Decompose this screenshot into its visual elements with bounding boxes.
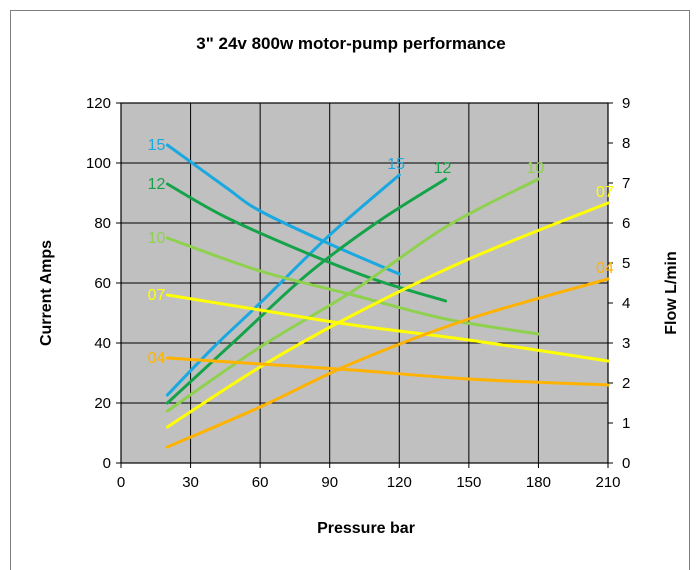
series-label-04-flow: 04	[596, 260, 614, 277]
y-axis-label: Current Amps	[38, 240, 55, 346]
series-label-12-flow: 12	[434, 160, 452, 177]
y-tick-label: 100	[86, 155, 111, 172]
y2-axis-label: Flow L/min	[663, 251, 680, 335]
x-tick-label: 180	[526, 474, 551, 491]
series-line-10-current	[165, 236, 540, 336]
series-line-04-flow	[165, 277, 610, 449]
series-label-04-current: 04	[148, 350, 166, 367]
y2-tick-label: 7	[622, 175, 630, 192]
x-tick-label: 210	[595, 474, 620, 491]
x-tick-label: 30	[182, 474, 199, 491]
chart-svg: 3" 24v 800w motor-pump performance 0 30 60…	[38, 34, 680, 537]
series-label-15-flow: 15	[387, 156, 405, 173]
y2-tick-label: 8	[622, 135, 630, 152]
series-label-10-flow: 10	[526, 160, 544, 177]
y2-tick-label: 9	[622, 95, 630, 112]
x-tick-label: 120	[387, 474, 412, 491]
series-line-10-flow	[165, 177, 540, 413]
series-label-07-current: 07	[148, 287, 166, 304]
chart-title: 3" 24v 800w motor-pump performance	[196, 34, 505, 53]
y2-tick-label: 5	[622, 255, 630, 272]
y-tick-label: 120	[86, 95, 111, 112]
y2-tick-label: 1	[622, 415, 630, 432]
plot-area: 0 30 60 90 120 150 180 210020406080100120012345…	[86, 95, 630, 491]
series-label-15-current: 15	[148, 137, 166, 154]
y-tick-label: 40	[94, 335, 111, 352]
series-line-12-current	[165, 182, 448, 303]
y-tick-label: 20	[94, 395, 111, 412]
x-tick-label: 60	[252, 474, 269, 491]
y-tick-label: 0	[103, 455, 111, 472]
y2-tick-label: 0	[622, 455, 630, 472]
y-tick-label: 80	[94, 215, 111, 232]
y2-tick-label: 3	[622, 335, 630, 352]
series-label-10-current: 10	[148, 230, 166, 247]
x-tick-label: 90	[321, 474, 338, 491]
y2-tick-label: 6	[622, 215, 630, 232]
x-axis-label: Pressure bar	[317, 520, 415, 537]
series-line-15-current	[165, 143, 401, 276]
y2-tick-label: 4	[622, 295, 630, 312]
series-line-04-current	[165, 356, 610, 387]
series-line-07-current	[165, 293, 610, 363]
y-tick-label: 60	[94, 275, 111, 292]
chart-frame: 3" 24v 800w motor-pump performance 0 30 60…	[10, 10, 690, 570]
x-tick-label: 150	[456, 474, 481, 491]
plot-border	[120, 102, 609, 464]
series-label-12-current: 12	[148, 176, 166, 193]
series-line-07-flow	[165, 201, 610, 429]
series-label-07-flow: 07	[596, 184, 614, 201]
y2-tick-label: 2	[622, 375, 630, 392]
x-tick-label: 0	[117, 474, 125, 491]
